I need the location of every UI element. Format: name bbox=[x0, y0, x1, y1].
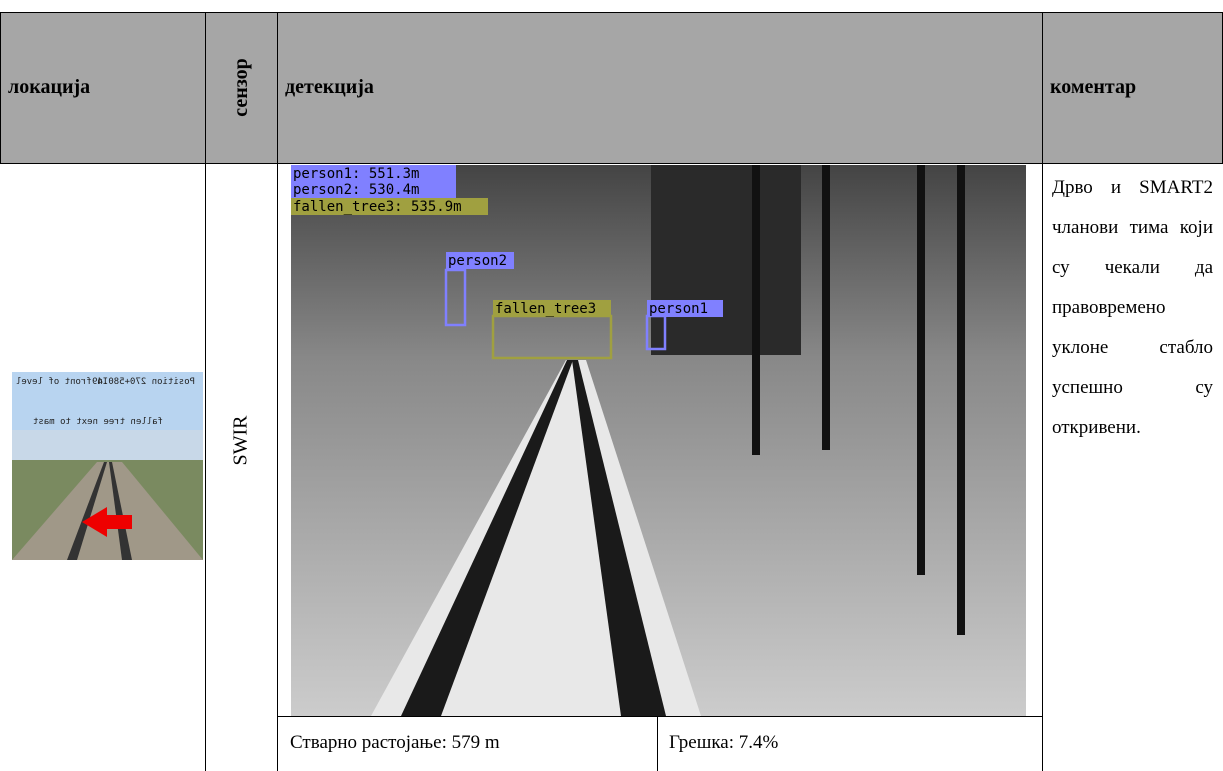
border bbox=[657, 716, 658, 771]
comment: Дрво и SMART2 чланови тима који су чекал… bbox=[1052, 177, 1213, 438]
header-sensor-cell: сензор bbox=[205, 12, 277, 163]
location-image: Position 270+580.49 In front of level cr… bbox=[12, 372, 203, 560]
border bbox=[0, 12, 1, 163]
header-location: локација bbox=[8, 76, 91, 98]
border bbox=[1042, 12, 1043, 771]
header-sensor: сензор bbox=[229, 58, 252, 117]
thumb-label: In front of level crossing Lipovica bbox=[12, 377, 108, 387]
thumb-label: Position 270+580.49 bbox=[92, 377, 195, 387]
sensor: SWIR bbox=[229, 415, 252, 465]
summary-label: fallen_tree3: 535.9m bbox=[293, 199, 462, 215]
actual-distance: Стварно растојање: 579 m bbox=[290, 732, 500, 753]
border bbox=[277, 716, 1043, 717]
border bbox=[0, 12, 1223, 13]
sensor-cell: SWIR bbox=[205, 164, 277, 716]
header-detection: детекција bbox=[285, 76, 374, 98]
thumb-label: fallen tree next to mast bbox=[33, 417, 163, 427]
summary-label: person1: 551.3m bbox=[293, 166, 419, 182]
box-label: person2 bbox=[448, 253, 507, 269]
detection-image: person2 fallen_tree3 person1 person1: 55… bbox=[291, 165, 1026, 716]
border bbox=[205, 12, 206, 771]
box-label: fallen_tree3 bbox=[495, 301, 596, 317]
box-label: person1 bbox=[649, 301, 708, 317]
summary-label: person2: 530.4m bbox=[293, 182, 419, 198]
header-comment: коментар bbox=[1050, 76, 1137, 98]
error: Грешка: 7.4% bbox=[669, 732, 779, 753]
border bbox=[277, 12, 278, 771]
header-bg bbox=[0, 12, 1223, 163]
border bbox=[0, 163, 1223, 164]
